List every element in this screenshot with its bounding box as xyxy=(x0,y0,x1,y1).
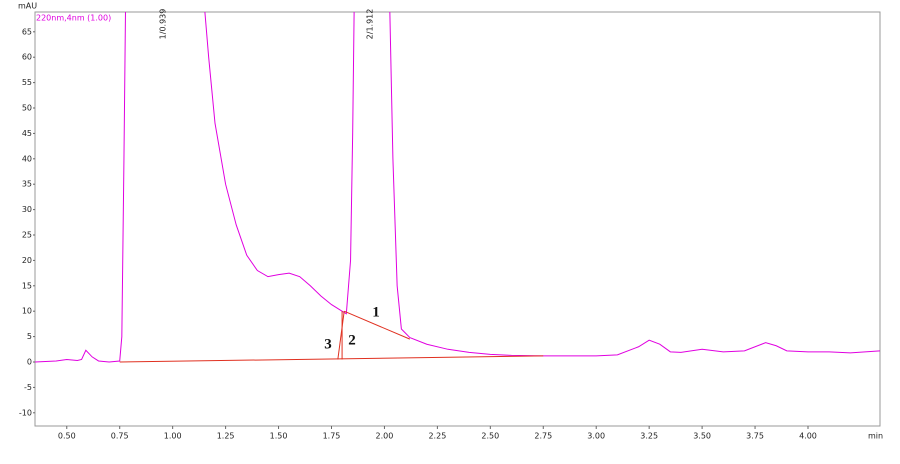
y-tick-label: -10 xyxy=(19,408,32,417)
peak-label: 1/0.939 xyxy=(159,9,168,40)
peak-label: 2/1.912 xyxy=(366,9,375,40)
y-tick-label: 40 xyxy=(22,154,32,163)
x-tick-label: 0.50 xyxy=(58,432,76,441)
y-unit: mAU xyxy=(18,2,37,11)
y-tick-label: 60 xyxy=(22,53,32,62)
annotation: 3 xyxy=(324,336,332,352)
integration-line xyxy=(119,355,544,363)
x-tick-label: 1.50 xyxy=(270,432,288,441)
annotation: 1 xyxy=(372,304,380,320)
y-tick-label: 25 xyxy=(22,231,32,240)
x-tick-label: 2.50 xyxy=(481,432,499,441)
x-tick-label: 0.75 xyxy=(111,432,129,441)
integration-line xyxy=(337,311,345,360)
x-tick-label: 3.25 xyxy=(640,432,658,441)
plot-frame xyxy=(34,11,881,427)
x-unit: min xyxy=(868,432,883,441)
plot-area xyxy=(35,12,880,363)
y-tick-label: 20 xyxy=(22,256,32,265)
y-tick-label: 30 xyxy=(22,205,32,214)
y-tick-label: 50 xyxy=(22,104,32,113)
y-tick-label: 10 xyxy=(22,307,32,316)
y-tick-label: -5 xyxy=(24,383,32,392)
x-tick-label: 1.00 xyxy=(164,432,182,441)
x-tick-label: 2.25 xyxy=(428,432,446,441)
x-tick-label: 4.00 xyxy=(799,432,817,441)
x-tick-label: 3.50 xyxy=(693,432,711,441)
x-tick-label: 2.75 xyxy=(534,432,552,441)
y-tick-label: 65 xyxy=(22,27,32,36)
x-tick-label: 2.00 xyxy=(376,432,394,441)
trace-name: 220nm,4nm (1.00) xyxy=(36,14,111,23)
y-tick-label: 0 xyxy=(27,357,32,366)
y-tick-label: 5 xyxy=(27,332,32,341)
trace xyxy=(35,12,880,363)
y-tick-label: 55 xyxy=(22,78,32,87)
x-tick-label: 3.75 xyxy=(746,432,764,441)
y-tick-label: 15 xyxy=(22,281,32,290)
integration-line xyxy=(344,310,411,340)
annotation: 2 xyxy=(348,332,356,348)
x-tick-label: 3.00 xyxy=(587,432,605,441)
y-tick-label: 45 xyxy=(22,129,32,138)
y-tick-label: 35 xyxy=(22,180,32,189)
x-tick-label: 1.75 xyxy=(323,432,341,441)
x-tick-label: 1.25 xyxy=(217,432,235,441)
